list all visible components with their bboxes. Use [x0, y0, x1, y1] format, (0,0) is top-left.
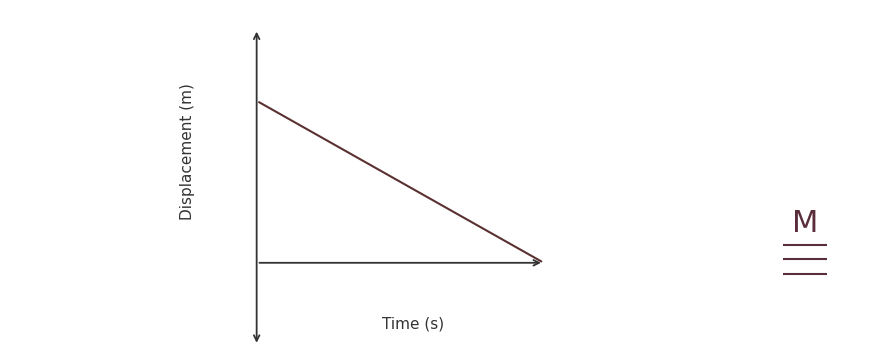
Text: M: M [791, 209, 817, 238]
Text: Time (s): Time (s) [381, 316, 444, 332]
Text: Displacement (m): Displacement (m) [179, 83, 195, 220]
